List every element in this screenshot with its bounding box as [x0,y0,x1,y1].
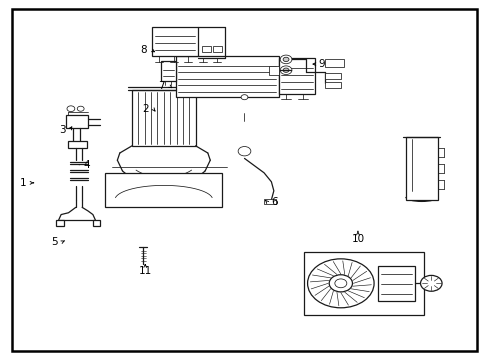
Bar [66,115,88,128]
Text: 8: 8 [140,45,146,55]
Bar [68,141,87,148]
Circle shape [238,147,250,156]
Bar [56,220,63,226]
Bar [377,266,414,301]
Bar [161,61,176,81]
Bar [105,173,222,207]
Circle shape [67,106,75,112]
Bar [325,59,343,67]
Circle shape [334,279,346,288]
Bar [151,27,198,56]
Bar [202,46,210,52]
Bar [132,90,195,146]
Bar [268,66,278,75]
Circle shape [280,66,291,75]
Text: 1: 1 [20,178,27,188]
Bar [278,58,315,94]
Text: 2: 2 [142,104,149,114]
Bar [93,220,100,226]
Circle shape [283,57,288,62]
Circle shape [77,106,84,111]
Bar [212,46,221,52]
Text: 11: 11 [138,266,152,276]
Bar [264,199,276,204]
Bar [325,73,340,79]
Bar [176,56,278,97]
Circle shape [280,55,291,64]
Circle shape [420,275,441,291]
Text: 5: 5 [51,237,58,247]
Circle shape [307,259,373,308]
Text: 9: 9 [318,59,325,69]
Bar [405,137,437,200]
Text: 4: 4 [83,160,90,170]
Bar [304,252,423,315]
Circle shape [283,68,288,72]
Circle shape [241,95,247,100]
Text: 10: 10 [351,234,364,244]
Bar [325,82,340,88]
Text: 7: 7 [158,81,164,91]
Text: 6: 6 [271,197,278,207]
Text: 3: 3 [59,125,65,135]
Circle shape [328,275,352,292]
